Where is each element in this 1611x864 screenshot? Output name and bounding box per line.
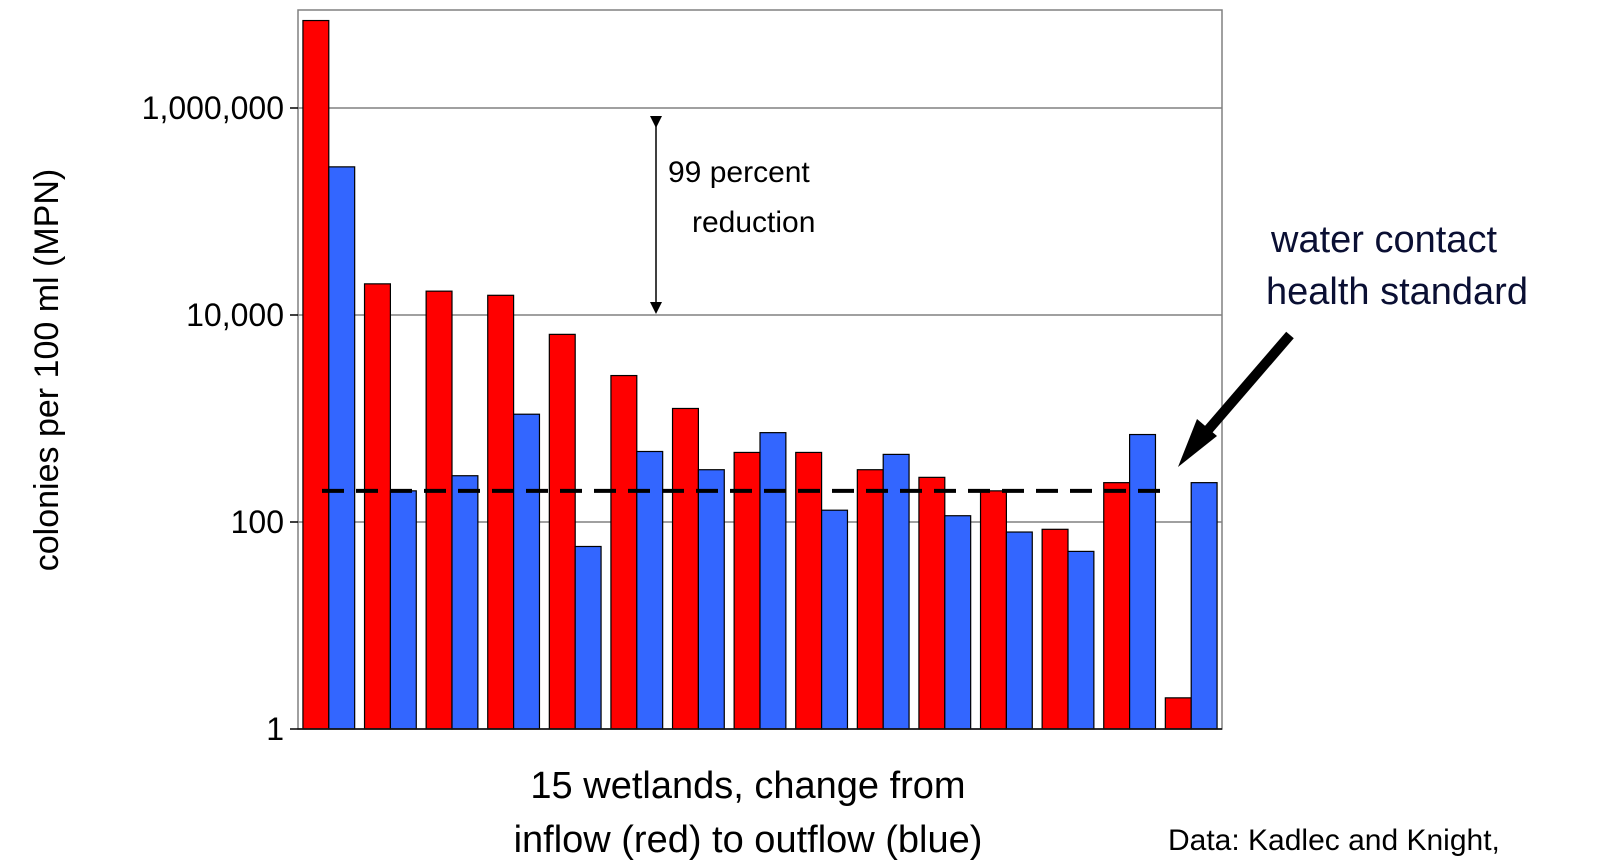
inflow-bar-1 (302, 19, 330, 730)
inflow-bar-4 (487, 294, 515, 730)
standard-arrow (1178, 331, 1294, 467)
inflow-bar-9 (795, 451, 823, 730)
outflow-bar-5 (574, 545, 602, 730)
inflow-bar-10 (856, 469, 884, 730)
outflow-bar-7 (697, 469, 725, 730)
outflow-bar-1 (328, 166, 356, 730)
x-axis-label-line-1: 15 wetlands, change from (530, 765, 965, 807)
y-tick-label: 1,000,000 (142, 90, 284, 126)
outflow-bar-6 (636, 450, 664, 730)
standard-annotation-line-1: water contact (1270, 219, 1497, 261)
inflow-bar-7 (671, 407, 700, 730)
outflow-bar-15 (1190, 482, 1218, 730)
outflow-bar-10 (882, 453, 910, 730)
y-tick-label: 1 (266, 711, 284, 747)
outflow-bar-2 (389, 490, 417, 730)
y-tick-label: 100 (231, 504, 284, 540)
bars (302, 19, 1218, 730)
inflow-bar-6 (610, 374, 638, 730)
inflow-bar-5 (548, 333, 576, 730)
inflow-bar-3 (425, 290, 453, 730)
inflow-bar-11 (918, 476, 946, 730)
reduction-annotation-line-1: 99 percent (668, 156, 810, 189)
outflow-bar-3 (451, 475, 479, 730)
data-source: Data: Kadlec and Knight, (1168, 824, 1500, 857)
y-tick-label: 10,000 (186, 297, 284, 333)
outflow-bar-11 (944, 515, 972, 730)
outflow-bar-13 (1067, 550, 1095, 730)
inflow-bar-12 (979, 490, 1008, 730)
inflow-bar-13 (1041, 528, 1069, 730)
inflow-bar-15 (1164, 697, 1192, 730)
reduction-annotation-line-2: reduction (692, 206, 815, 239)
standard-annotation-line-2: health standard (1266, 271, 1528, 313)
x-axis-label-line-2: inflow (red) to outflow (blue) (514, 819, 983, 861)
outflow-bar-8 (759, 432, 787, 730)
outflow-bar-9 (820, 509, 849, 730)
inflow-bar-2 (363, 283, 392, 730)
inflow-bar-14 (1103, 482, 1131, 730)
outflow-bar-12 (1005, 531, 1033, 730)
y-axis-label: colonies per 100 ml (MPN) (28, 169, 66, 571)
outflow-bar-14 (1128, 433, 1157, 730)
outflow-bar-4 (512, 413, 541, 730)
inflow-bar-8 (733, 451, 761, 730)
y-ticks: 1 100 10,000 1,000,000 (142, 90, 298, 747)
